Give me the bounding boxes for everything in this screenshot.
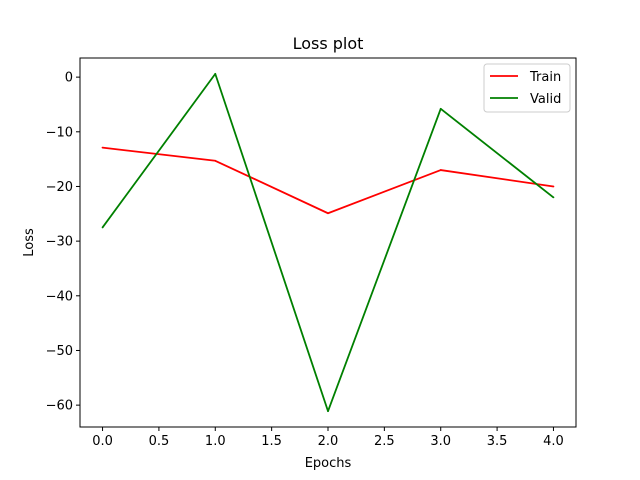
- data-point-valid: [101, 226, 104, 229]
- data-point-valid: [439, 107, 442, 110]
- x-tick-label: 1.5: [261, 434, 282, 449]
- legend-label-valid: Valid: [530, 92, 561, 107]
- legend-label-train: Train: [529, 70, 561, 85]
- data-point-train: [327, 212, 329, 215]
- series-lines: [101, 72, 555, 413]
- data-point-valid: [327, 410, 329, 413]
- data-point-valid: [214, 72, 217, 75]
- x-tick-label: 0.0: [92, 434, 113, 449]
- x-tick-label: 1.0: [205, 434, 226, 449]
- data-point-train: [214, 159, 217, 162]
- data-point-train: [552, 185, 555, 188]
- legend: Train Valid: [483, 63, 571, 113]
- x-tick-label: 2.0: [318, 434, 339, 449]
- chart-title: Loss plot: [293, 34, 364, 53]
- x-axis-label: Epochs: [305, 456, 352, 471]
- data-point-train: [439, 169, 442, 171]
- y-tick-label: −20: [46, 180, 73, 195]
- y-tick-label: −40: [46, 289, 73, 304]
- x-tick-label: 2.5: [374, 434, 395, 449]
- y-axis: 0 −10 −20 −30 −40 −50 −60: [46, 71, 80, 414]
- x-tick-label: 3.5: [487, 434, 508, 449]
- y-tick-label: 0: [65, 71, 73, 86]
- x-axis: 0.0 0.5 1.0 1.5 2.0 2.5 3.0 3.5 4.0: [92, 427, 564, 449]
- y-tick-label: −10: [46, 125, 73, 140]
- x-tick-label: 3.0: [430, 434, 451, 449]
- data-point-valid: [552, 196, 555, 199]
- y-tick-label: −30: [46, 235, 73, 250]
- y-tick-label: −60: [46, 399, 73, 414]
- data-point-train: [101, 146, 104, 149]
- x-tick-label: 0.5: [149, 434, 170, 449]
- x-tick-label: 4.0: [543, 434, 564, 449]
- y-tick-label: −50: [46, 344, 73, 359]
- y-axis-label: Loss: [22, 228, 37, 257]
